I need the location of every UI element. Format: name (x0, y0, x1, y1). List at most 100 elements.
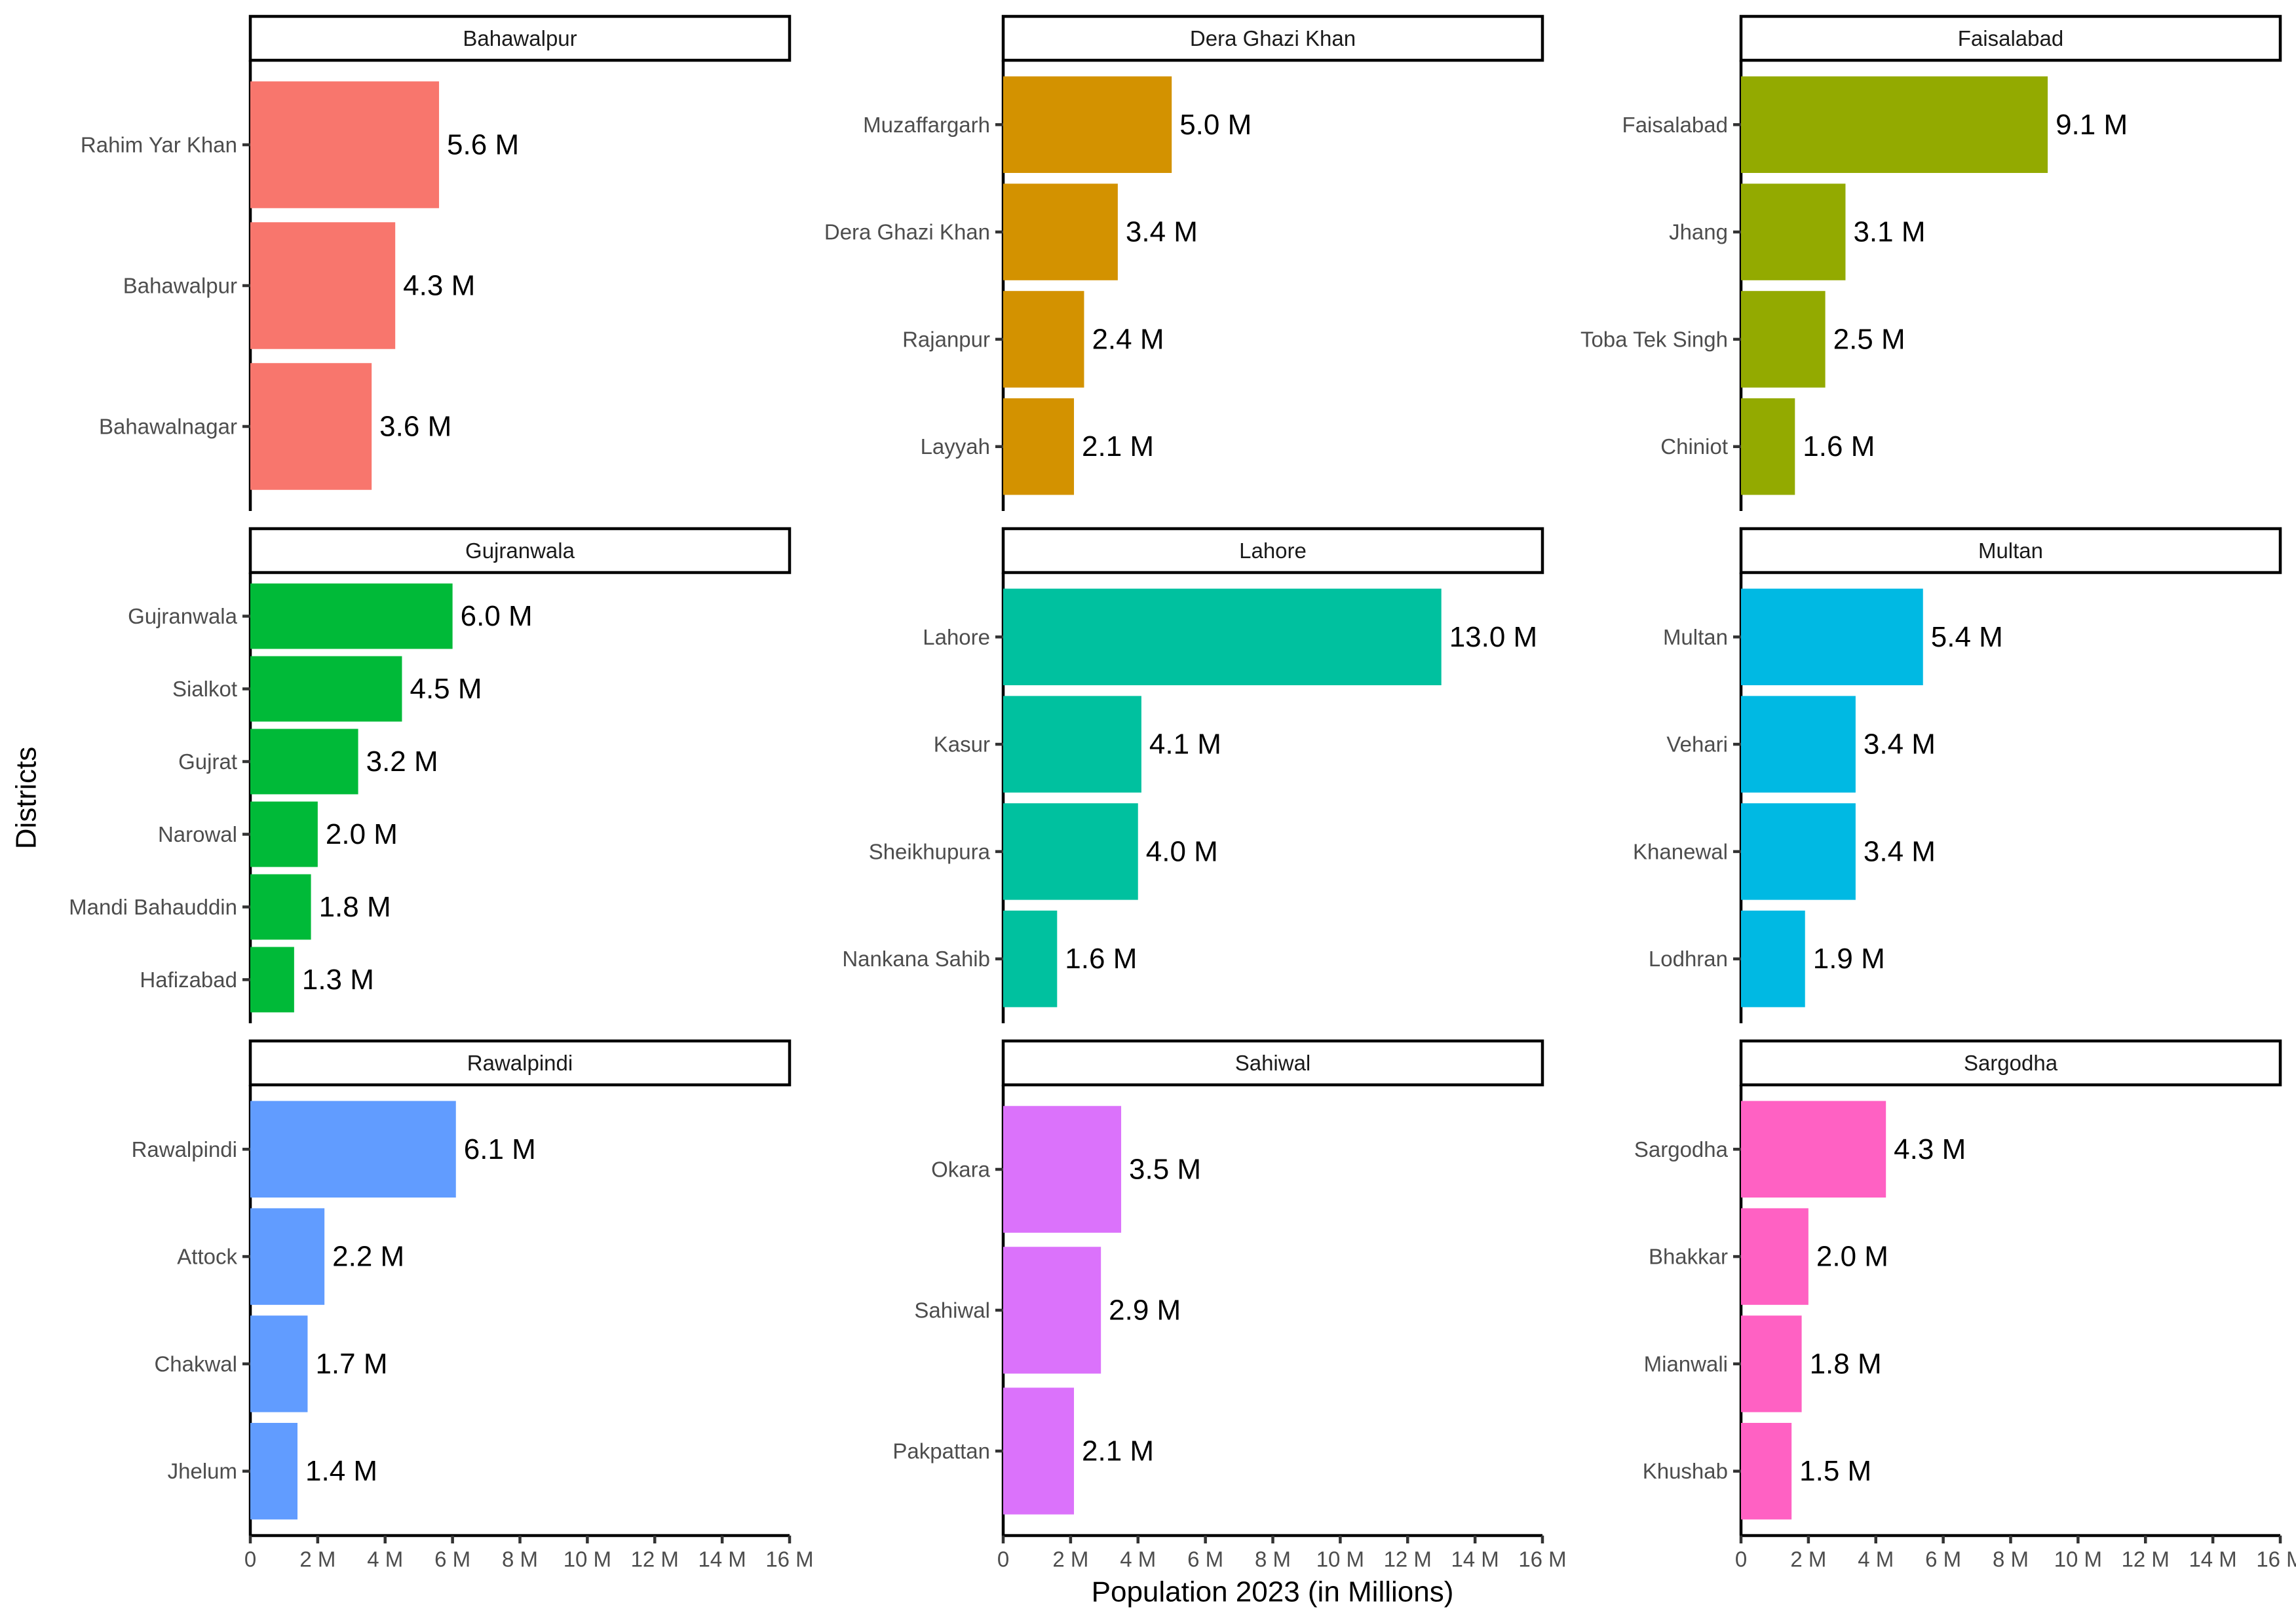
bar (1741, 1101, 1886, 1198)
bar (1741, 696, 1856, 793)
data-label: 3.4 M (1864, 835, 1936, 867)
bar (1741, 183, 1846, 280)
panel-sargodha: Sargodha Sargodha 4.3 M Bhakkar 2.0 M Mianwal… (1634, 1039, 2296, 1572)
panels-group: Bahawalpur Rahim Yar Khan 5.6 M Bahawalpur 4… (69, 14, 2296, 1572)
facet-strip (1001, 527, 1544, 575)
y-tick-label: Jhang (1669, 220, 1728, 244)
facet-strip (248, 1039, 792, 1087)
facet-strip-label: Dera Ghazi Khan (1190, 26, 1356, 50)
y-tick-label: Chiniot (1660, 434, 1728, 459)
panel-multan: Multan Multan 5.4 M Vehari 3.4 M Khanewal 3.4 … (1633, 527, 2282, 1023)
bar (1003, 1247, 1101, 1374)
y-tick-label: Kasur (934, 732, 990, 757)
facet-strip (248, 527, 792, 575)
data-label: 1.8 M (319, 891, 391, 923)
facet-strip (1001, 14, 1544, 62)
panel-faisalabad: Faisalabad Faisalabad 9.1 M Jhang 3.1 M Toba … (1580, 14, 2282, 511)
y-tick-label: Gujrat (178, 749, 237, 774)
data-label: 13.0 M (1449, 621, 1538, 653)
y-tick-label: Toba Tek Singh (1580, 327, 1728, 351)
y-tick-label: Khanewal (1633, 839, 1728, 863)
facet-strip-label: Sahiwal (1235, 1051, 1311, 1075)
bar (1003, 76, 1172, 173)
data-label: 4.1 M (1149, 728, 1221, 761)
data-label: 2.1 M (1082, 1435, 1154, 1467)
y-tick-label: Sahiwal (914, 1298, 990, 1323)
y-tick-label: Rahim Yar Khan (81, 133, 237, 157)
y-tick-label: Okara (931, 1158, 991, 1182)
y-tick-label: Sialkot (172, 677, 237, 701)
bar (250, 1423, 298, 1520)
x-tick-label: 10 M (1316, 1547, 1364, 1572)
data-label: 9.1 M (2056, 109, 2128, 141)
bar (1741, 76, 2048, 173)
y-tick-label: Rawalpindi (132, 1137, 237, 1161)
bar (250, 363, 372, 490)
data-label: 3.2 M (366, 746, 438, 778)
y-tick-label: Sheikhupura (869, 839, 991, 863)
x-axis-title: Population 2023 (in Millions) (1092, 1576, 1454, 1608)
data-label: 2.4 M (1092, 323, 1164, 355)
data-label: 1.7 M (315, 1348, 387, 1380)
y-tick-label: Layyah (921, 434, 990, 459)
data-label: 2.9 M (1109, 1294, 1181, 1327)
x-tick-label: 6 M (1187, 1547, 1223, 1572)
x-tick-label: 4 M (367, 1547, 403, 1572)
facet-strip-label: Bahawalpur (463, 26, 577, 50)
x-tick-label: 14 M (2189, 1547, 2236, 1572)
x-tick-label: 12 M (1384, 1547, 1432, 1572)
y-tick-label: Jhelum (168, 1459, 237, 1483)
data-label: 1.6 M (1065, 943, 1137, 975)
facet-strip (248, 14, 792, 62)
facet-strip-label: Multan (1978, 538, 2043, 563)
bar (1741, 291, 1826, 388)
y-tick-label: Mianwali (1644, 1351, 1728, 1376)
x-tick-label: 14 M (698, 1547, 746, 1572)
bar (1003, 291, 1084, 388)
facet-strip-label: Sargodha (1964, 1051, 2058, 1075)
x-tick-label: 4 M (1858, 1547, 1894, 1572)
facet-strip (1739, 527, 2282, 575)
bar (1741, 1423, 1792, 1520)
x-tick-label: 2 M (1052, 1547, 1088, 1572)
data-label: 1.9 M (1813, 943, 1885, 975)
x-tick-label: 10 M (564, 1547, 611, 1572)
y-tick-label: Narowal (158, 822, 237, 846)
bar (250, 728, 358, 795)
y-tick-label: Hafizabad (140, 968, 237, 992)
data-label: 2.0 M (1816, 1241, 1888, 1273)
y-tick-label: Muzaffargarh (863, 113, 990, 137)
x-tick-label: 16 M (765, 1547, 813, 1572)
data-label: 5.4 M (1931, 621, 2003, 653)
y-tick-label: Rajanpur (902, 327, 990, 351)
bar (1741, 398, 1795, 495)
bar (1741, 588, 1923, 685)
bar (250, 222, 396, 349)
x-tick-label: 8 M (1255, 1547, 1291, 1572)
data-label: 5.0 M (1179, 109, 1252, 141)
data-label: 4.5 M (410, 673, 482, 705)
bar (1741, 911, 1805, 1008)
y-tick-label: Dera Ghazi Khan (824, 220, 990, 244)
y-tick-label: Lahore (923, 625, 990, 649)
panel-rawalpindi: Rawalpindi Rawalpindi 6.1 M Attock 2.2 M Chak… (132, 1039, 814, 1572)
bar (250, 1315, 308, 1412)
bar (1003, 183, 1118, 280)
y-tick-label: Vehari (1666, 732, 1728, 757)
data-label: 1.8 M (1810, 1348, 1882, 1380)
bar (1003, 911, 1058, 1008)
panel-dera-ghazi-khan: Dera Ghazi Khan Muzaffargarh 5.0 M Dera Gha… (824, 14, 1544, 511)
x-tick-label: 2 M (299, 1547, 335, 1572)
y-tick-label: Bahawalnagar (99, 415, 237, 439)
bar (250, 947, 294, 1013)
x-tick-label: 8 M (1993, 1547, 2029, 1572)
x-tick-label: 10 M (2054, 1547, 2102, 1572)
bar (250, 1208, 325, 1305)
data-label: 1.3 M (302, 964, 374, 996)
facet-strip (1739, 14, 2282, 62)
data-label: 2.0 M (326, 818, 398, 850)
data-label: 3.6 M (379, 411, 451, 443)
bar (1003, 1106, 1122, 1233)
data-label: 2.5 M (1833, 323, 1905, 355)
y-tick-label: Chakwal (154, 1351, 237, 1376)
